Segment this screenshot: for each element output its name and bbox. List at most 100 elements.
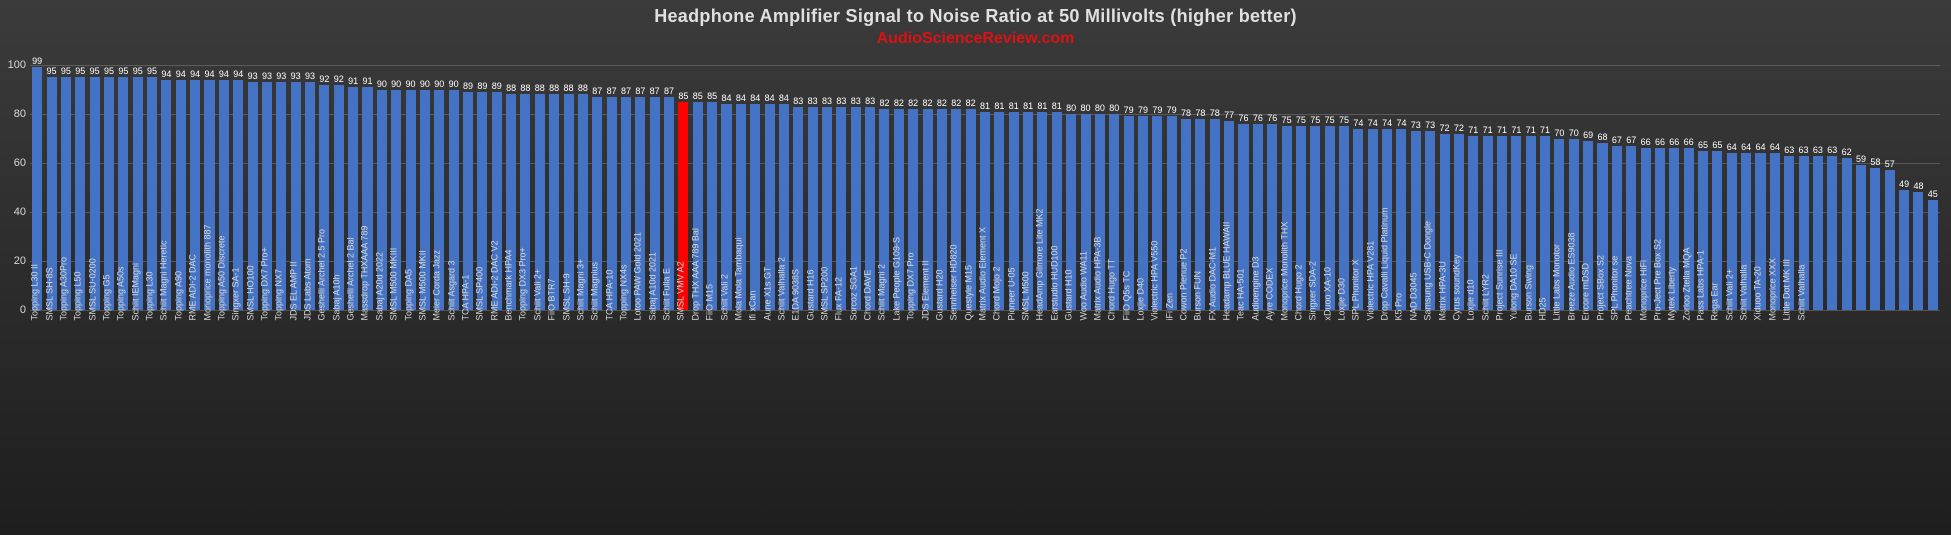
category-label: Loxjie D40 [1136, 278, 1145, 321]
category-label: Drop Cavalli Liquid Platinum [1381, 207, 1390, 320]
category-label: SMSL M500 MKIII [390, 248, 399, 321]
value-label: 75 [1296, 116, 1306, 125]
value-label: 66 [1669, 138, 1679, 147]
value-label: 93 [262, 72, 272, 81]
value-label: 78 [1195, 109, 1205, 118]
value-label: 89 [492, 82, 502, 91]
value-label: 90 [420, 80, 430, 89]
category-label: Samsung USB-C Dongle [1424, 221, 1433, 321]
value-label: 84 [750, 94, 760, 103]
value-label: 85 [707, 92, 717, 101]
value-label: 95 [118, 67, 128, 76]
value-label: 81 [1037, 102, 1047, 111]
value-label: 74 [1368, 119, 1378, 128]
value-label: 71 [1540, 126, 1550, 135]
category-label: Monoprice monolith 887 [203, 224, 212, 320]
category-label: Little Labs Monotor [1553, 244, 1562, 321]
value-label: 82 [894, 99, 904, 108]
category-label: Peachtree Nova [1625, 256, 1634, 321]
value-label: 93 [248, 72, 258, 81]
bar [1540, 136, 1550, 310]
category-label: Gustard H16 [806, 269, 815, 320]
bar [707, 102, 717, 310]
value-label: 80 [1081, 104, 1091, 113]
value-label: 48 [1913, 182, 1923, 191]
category-label: Little Dot MK III [1783, 259, 1792, 321]
value-label: 83 [851, 97, 861, 106]
category-label: SMSL SU-0200 [88, 258, 97, 320]
value-label: 82 [937, 99, 947, 108]
category-label: Schiit Magni 3+ [576, 259, 585, 321]
category-label: Sorcoz SGA1 [849, 266, 858, 321]
category-label: Singxer SDA-2 [1309, 261, 1318, 321]
value-label: 79 [1167, 106, 1177, 115]
category-label: Topping DA5 [404, 269, 413, 321]
category-label: Yulong DA10 SE [1510, 253, 1519, 320]
category-label: Sennheiser HD820 [950, 244, 959, 320]
category-label: Aune X1s GT [763, 266, 772, 320]
category-label: Gustard H20 [935, 269, 944, 320]
category-label: SMSL HO100 [246, 265, 255, 320]
value-label: 94 [233, 70, 243, 79]
value-label: 65 [1712, 141, 1722, 150]
category-label: Schiit Vali 2+ [1725, 269, 1734, 321]
category-label: Zorloo Ztella MQA [1682, 247, 1691, 320]
category-label: Burson FUN [1194, 271, 1203, 321]
category-label: SPL Phonitor se [1610, 256, 1619, 321]
value-label: 84 [736, 94, 746, 103]
y-tick-label: 40 [4, 206, 26, 218]
category-label: Breeze Audio ES9038 [1567, 232, 1576, 320]
value-label: 83 [822, 97, 832, 106]
value-label: 94 [204, 70, 214, 79]
value-label: 94 [190, 70, 200, 79]
category-label: Monoprice HiFi [1639, 260, 1648, 321]
category-label: SMSL M500 [1022, 271, 1031, 320]
bar [1870, 168, 1880, 310]
bar [1396, 129, 1406, 310]
category-label: Rega Ear [1711, 282, 1720, 320]
chart-subtitle: AudioScienceReview.com [0, 30, 1951, 48]
category-label: FiiO Q5s TC [1122, 271, 1131, 321]
category-label: Sabaj A10h [332, 274, 341, 320]
value-label: 74 [1396, 119, 1406, 128]
value-label: 82 [908, 99, 918, 108]
value-label: 89 [477, 82, 487, 91]
bar [1913, 192, 1923, 310]
category-label: Pro-Ject Pre Box S2 [1653, 239, 1662, 321]
category-label: Flux FA-12 [835, 277, 844, 321]
category-label: Woo Audio WA11 [1079, 251, 1088, 320]
value-label: 92 [334, 75, 344, 84]
value-label: 87 [607, 87, 617, 96]
category-label: Topping L50 [74, 271, 83, 320]
value-label: 88 [564, 84, 574, 93]
value-label: 93 [305, 72, 315, 81]
value-label: 79 [1152, 106, 1162, 115]
category-label: Geshelli Archel 2 Bal [347, 237, 356, 320]
plot-area: 02040608010099Topping L30 II95SMSL SH-8S… [30, 65, 1940, 310]
value-label: 81 [1052, 102, 1062, 111]
value-label: 79 [1124, 106, 1134, 115]
category-label: Schiit Valhalla [1740, 265, 1749, 321]
category-label: Gustard H10 [1065, 269, 1074, 320]
value-label: 82 [966, 99, 976, 108]
value-label: 81 [1023, 102, 1033, 111]
value-label: 88 [549, 84, 559, 93]
category-label: Schiit Magni Heretic [160, 240, 169, 320]
value-label: 84 [721, 94, 731, 103]
bar [1167, 116, 1177, 310]
value-label: 67 [1626, 136, 1636, 145]
category-label: Headamp BLUE HAWAII [1223, 222, 1232, 321]
value-label: 88 [520, 84, 530, 93]
category-label: Singxer SA-1 [232, 267, 241, 320]
category-label: Meier Corda Jazz [433, 250, 442, 321]
category-label: Topping L30 II [31, 264, 40, 321]
category-label: Chord Hugo 2 [1294, 264, 1303, 320]
category-label: Cowon Plenue P2 [1180, 248, 1189, 320]
y-tick-label: 20 [4, 255, 26, 267]
category-label: SMSL SH-8S [45, 267, 54, 320]
value-label: 80 [1109, 104, 1119, 113]
category-label: Matrix Audio Element X [979, 227, 988, 321]
value-label: 74 [1353, 119, 1363, 128]
value-label: 73 [1411, 121, 1421, 130]
category-label: SMSL SP400 [476, 267, 485, 321]
